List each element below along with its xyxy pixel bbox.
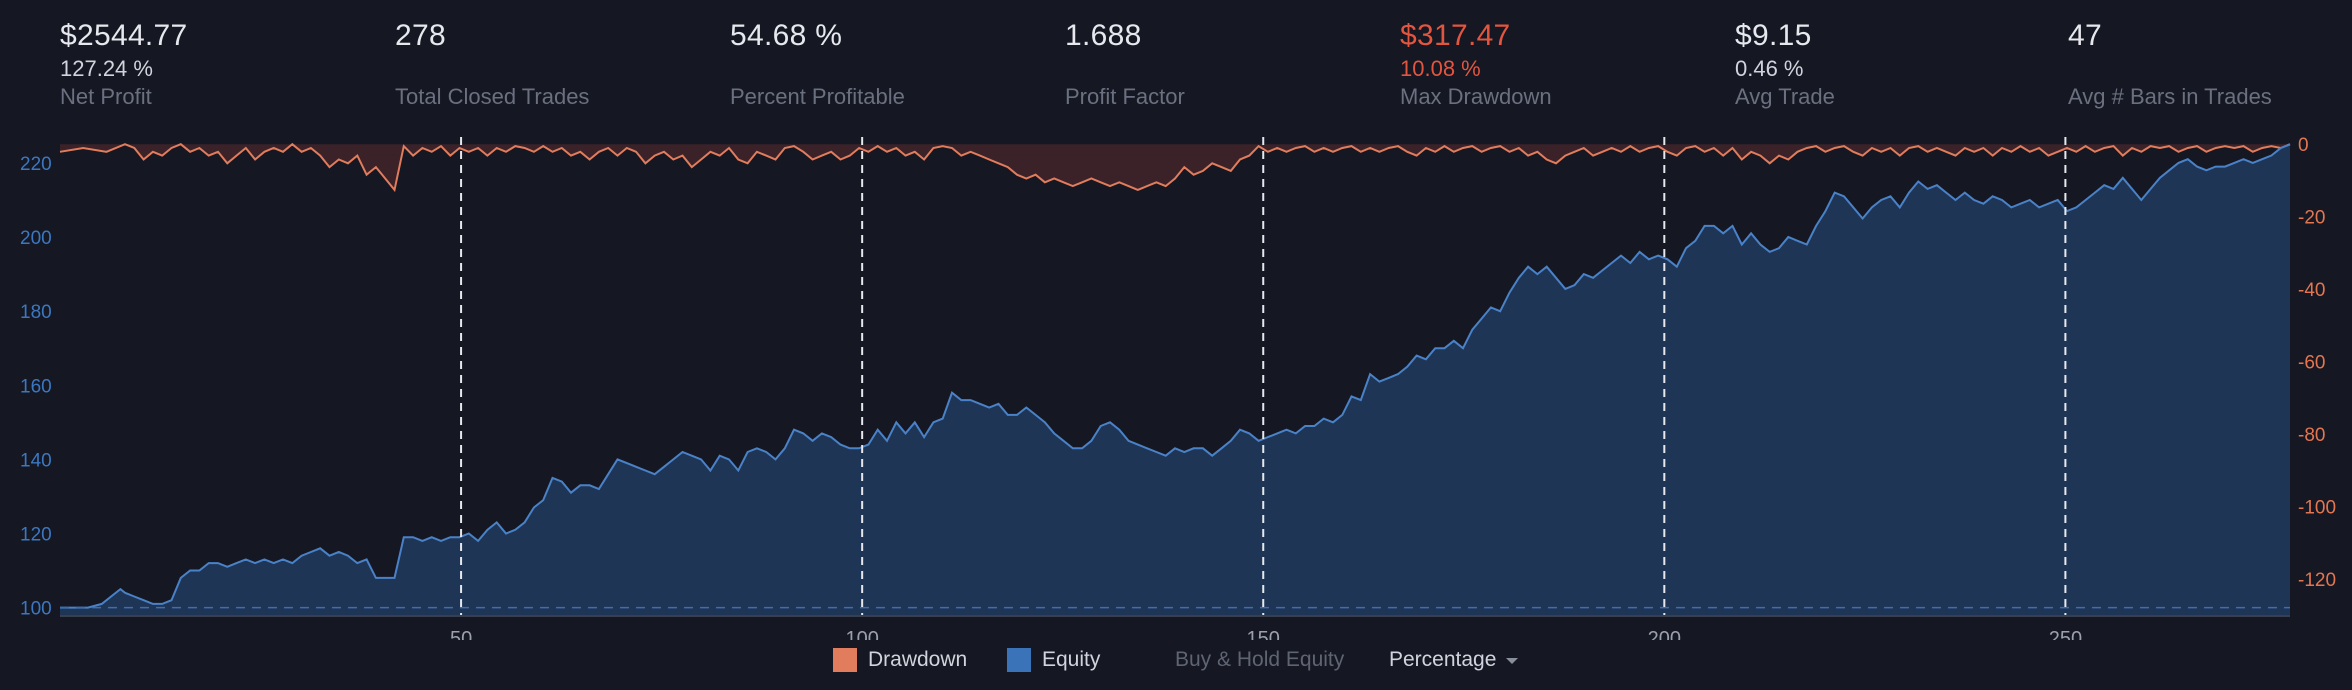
x-tick-label: 150 [1247,628,1280,640]
drawdown-fill [60,144,2290,190]
y-left-tick-label: 200 [20,228,52,249]
percentage-dropdown[interactable]: Percentage [1389,648,1519,672]
chart-legend: Drawdown Equity Buy & Hold Equity Percen… [0,648,2352,680]
stat-value: $2544.77 [60,19,188,52]
y-left-tick-label: 160 [20,376,52,397]
y-right-tick-label: -80 [2298,425,2325,446]
y-right-tick-label: -120 [2298,570,2336,591]
y-right-tick-label: -60 [2298,353,2325,374]
percentage-dropdown-label: Percentage [1389,648,1497,671]
legend-buy-hold-label: Buy & Hold Equity [1175,648,1345,671]
y-left-tick-label: 180 [20,302,52,323]
drawdown-line [59,142,2291,193]
stat-label: Total Closed Trades [395,84,590,109]
equity-swatch [1007,648,1031,672]
chart-axes: 50 100 150 200 250 100 120 140 160 180 200 220 0 -20 -… [20,135,2336,640]
equity-area [60,143,2291,615]
stat-value: 54.68 % [730,19,843,52]
legend-drawdown-label: Drawdown [868,648,968,671]
stat-label: Profit Factor [1065,84,1185,109]
stat-label: Avg Trade [1735,84,1835,109]
stat-sub: 10.08 % [1400,56,1481,81]
stat-sub: 127.24 % [60,56,153,81]
chart-markers [60,137,2290,615]
drawdown-area [59,142,2291,193]
stats-bar: $2544.77 127.24 % Net Profit 278 Total C… [0,0,2352,120]
legend-equity-label: Equity [1042,648,1101,671]
y-right-tick-label: 0 [2298,135,2309,156]
y-right-tick-label: -100 [2298,497,2336,518]
equity-line [60,143,2291,609]
stat-label: Max Drawdown [1400,84,1552,109]
stat-label: Percent Profitable [730,84,905,109]
y-right-tick-label: -20 [2298,208,2325,229]
stat-label: Net Profit [60,84,152,109]
stat-value: 278 [395,19,446,52]
stat-value: 1.688 [1065,19,1142,52]
stat-label: Avg # Bars in Trades [2068,84,2272,109]
x-tick-label: 50 [450,628,472,640]
y-left-tick-label: 220 [20,154,52,175]
stat-total-closed-trades: 278 Total Closed Trades [395,18,715,111]
chevron-down-icon [1506,658,1519,664]
stat-value: 47 [2068,19,2102,52]
stat-value: $9.15 [1735,19,1812,52]
legend-drawdown[interactable]: Drawdown [833,648,967,672]
x-tick-label: 100 [845,628,878,640]
stat-percent-profitable: 54.68 % Percent Profitable [730,18,1050,111]
stat-value: $317.47 [1400,19,1511,52]
stat-avg-bars-in-trades: 47 Avg # Bars in Trades [2068,18,2352,111]
equity-chart[interactable]: 50 100 150 200 250 100 120 140 160 180 200 220 0 -20 -… [0,0,2352,640]
stat-sub: 0.46 % [1735,56,1804,81]
drawdown-swatch [833,648,857,672]
y-left-tick-label: 120 [20,524,52,545]
x-tick-label: 250 [2049,628,2082,640]
stat-profit-factor: 1.688 Profit Factor [1065,18,1385,111]
x-tick-label: 200 [1648,628,1681,640]
y-left-tick-label: 140 [20,450,52,471]
legend-buy-hold[interactable]: Buy & Hold Equity [1175,648,1344,672]
stat-net-profit: $2544.77 127.24 % Net Profit [60,18,380,111]
y-right-tick-label: -40 [2298,280,2325,301]
stat-avg-trade: $9.15 0.46 % Avg Trade [1735,18,2055,111]
y-left-tick-label: 100 [20,599,52,620]
equity-fill [60,144,2290,615]
stat-max-drawdown: $317.47 10.08 % Max Drawdown [1400,18,1720,111]
legend-equity[interactable]: Equity [1007,648,1100,672]
